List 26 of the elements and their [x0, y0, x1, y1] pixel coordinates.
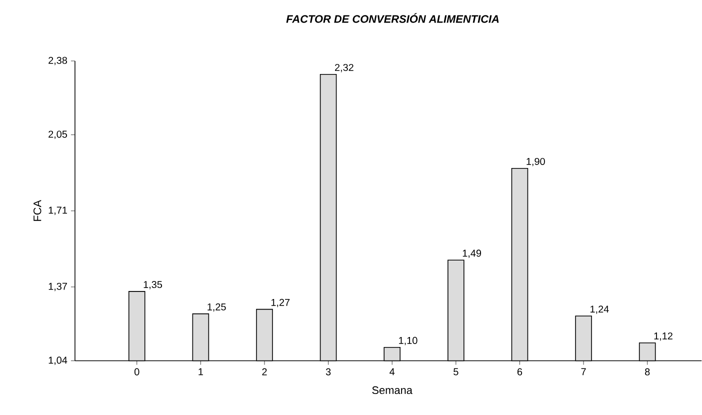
data-label: 1,90	[526, 158, 545, 166]
data-label: 1,25	[208, 304, 226, 312]
x-tick-label: 6	[517, 368, 522, 376]
x-tick-label: 3	[326, 368, 331, 376]
x-tick-label: 0	[134, 368, 140, 376]
x-tick-label: 5	[454, 368, 458, 376]
data-label: 1,49	[462, 250, 482, 258]
x-tick-label: 8	[645, 368, 650, 376]
data-label: 2,32	[334, 64, 354, 72]
data-label: 1,24	[590, 306, 609, 314]
y-tick-label: 1,37	[48, 282, 67, 292]
x-tick-label: 7	[581, 368, 586, 376]
data-label: 1,35	[144, 281, 162, 290]
y-axis-title: FCA	[33, 200, 42, 222]
y-tick-label: 2,05	[48, 130, 68, 140]
data-label: 1,12	[654, 332, 672, 341]
y-tick-label: 1,71	[48, 206, 67, 216]
x-axis-title: Semana	[372, 386, 412, 394]
x-tick-label: 2	[262, 368, 267, 376]
data-label: 1,10	[399, 337, 418, 346]
data-label: 1,27	[271, 299, 290, 308]
y-tick-label: 1,04	[48, 356, 68, 366]
x-tick-label: 4	[390, 368, 395, 376]
x-tick-label: 1	[198, 368, 203, 376]
y-tick-label: 2,38	[48, 56, 68, 66]
chart-title: FACTOR DE CONVERSIÓN ALIMENTICIA	[286, 13, 499, 24]
